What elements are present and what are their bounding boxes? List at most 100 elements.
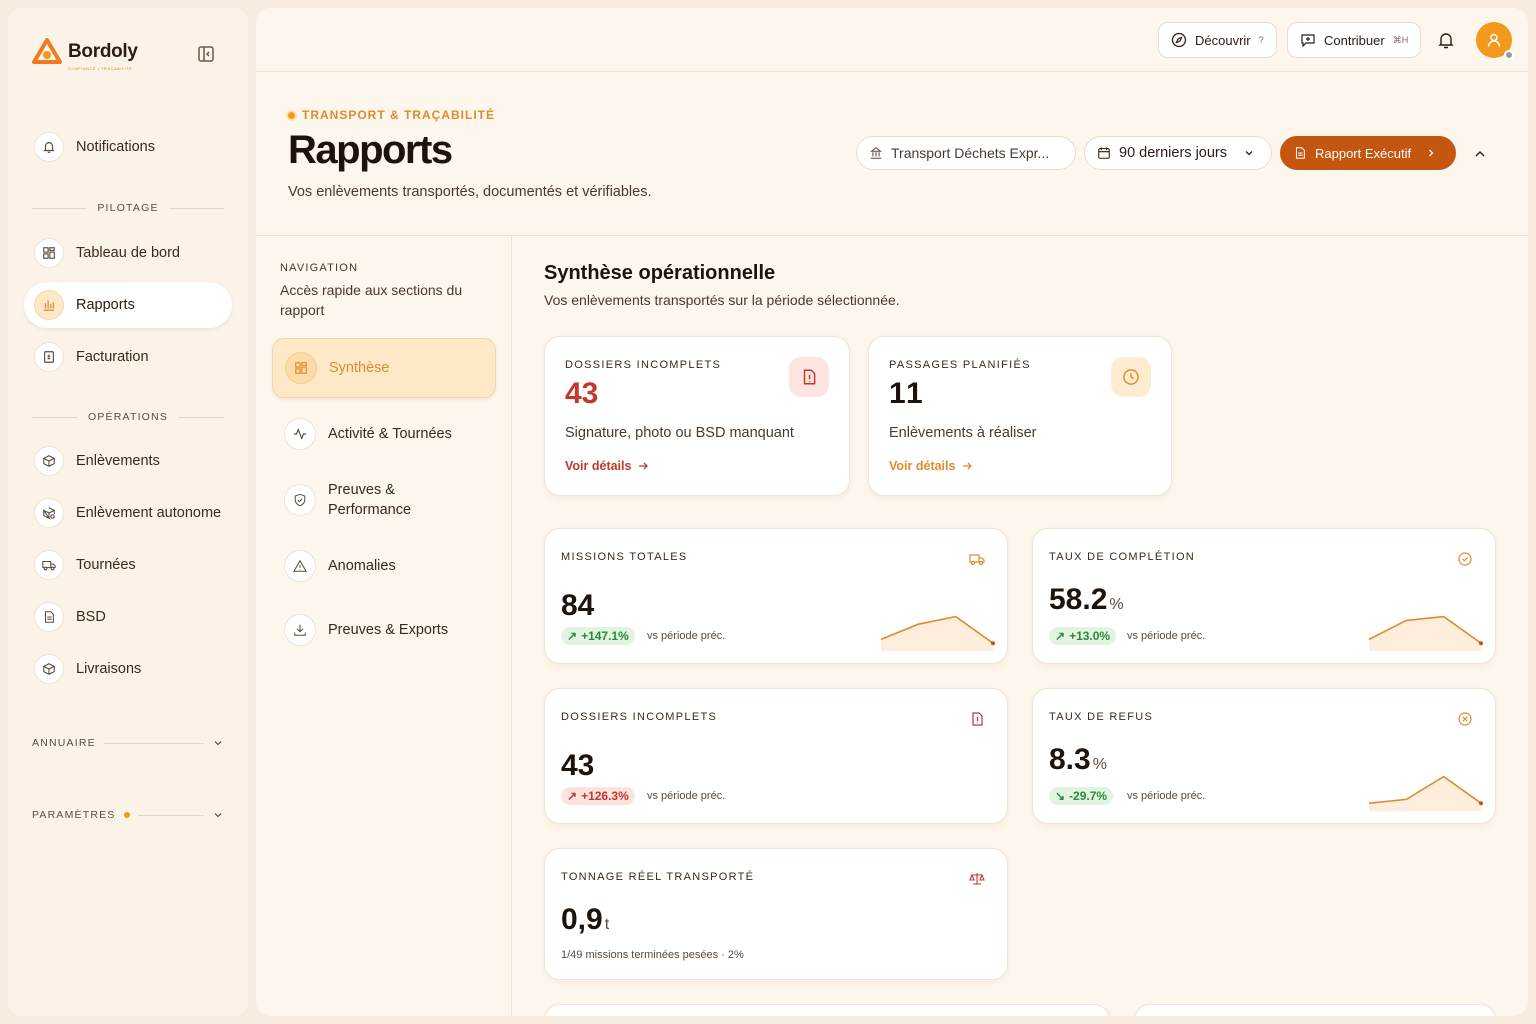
package-icon	[34, 654, 64, 684]
period-selector[interactable]: 90 derniers jours	[1084, 136, 1272, 170]
sidebar-item-dashboard[interactable]: Tableau de bord	[24, 230, 232, 276]
metric-kicker: MISSIONS TOTALES	[561, 551, 688, 563]
comparison-label: vs période préc.	[647, 790, 726, 802]
discover-button[interactable]: Découvrir?	[1158, 22, 1277, 58]
sparkline-area	[1369, 616, 1481, 651]
metric-value: 8.3%	[1049, 743, 1107, 776]
metric-card-completion[interactable]: TAUX DE COMPLÉTION 58.2% ↗ +13.0% vs péri…	[1032, 528, 1496, 664]
sidebar-item-tournees[interactable]: Tournées	[24, 542, 232, 588]
sidebar-item-notifications[interactable]: Notifications	[24, 124, 232, 170]
comparison-label: vs période préc.	[647, 630, 726, 642]
sidebar-item-enlevements[interactable]: Enlèvements	[24, 438, 232, 484]
brand-logo[interactable]: Bordoly	[32, 38, 138, 66]
section-annuaire[interactable]: ANNUAIRE	[32, 736, 224, 750]
scale-icon	[969, 873, 985, 885]
card-description: Enlèvements à réaliser	[889, 425, 1037, 441]
subnav-item-anomalies[interactable]: Anomalies	[272, 542, 496, 590]
metric-card-missions[interactable]: MISSIONS TOTALES 84 ↗ +147.1% vs période …	[544, 528, 1008, 664]
topbar: Découvrir? Contribuer ⌘H	[256, 8, 1528, 72]
subnav-item-preuves-performance[interactable]: Preuves & Performance	[272, 474, 496, 526]
sidebar: Bordoly CONFIANCE • TRAÇABILITÉ Notifica…	[8, 8, 248, 1016]
sidebar-item-bsd[interactable]: BSD	[24, 594, 232, 640]
main-panel: Découvrir? Contribuer ⌘H TRANSPORT & TRAÇ…	[256, 8, 1528, 1016]
notifications-bell-icon[interactable]	[1436, 30, 1456, 50]
calendar-icon	[1098, 147, 1110, 159]
card-value: 43	[565, 377, 599, 410]
metric-value: 84	[561, 589, 595, 622]
trend-badge: ↗ +126.3%	[561, 787, 635, 805]
trend-badge: ↗ +147.1%	[561, 627, 635, 645]
metric-card-tonnage[interactable]: TONNAGE RÉEL TRANSPORTÉ 0,9 t 1/49 missio…	[544, 848, 1008, 980]
logo-icon	[32, 38, 62, 64]
metric-card-incomplete[interactable]: DOSSIERS INCOMPLETS 43 ↗ +126.3% vs pério…	[544, 688, 1008, 824]
subnav-title: NAVIGATION	[280, 262, 359, 274]
alert-card-planned[interactable]: PASSAGES PLANIFIÉS 11 Enlèvements à réal…	[868, 336, 1172, 496]
subnav-item-exports[interactable]: Preuves & Exports	[272, 606, 496, 654]
compass-icon	[1171, 32, 1187, 48]
page-title: Rapports	[288, 128, 453, 172]
section-parametres[interactable]: PARAMÈTRES	[32, 808, 224, 822]
sparkline	[880, 615, 995, 651]
sparkline-point	[1479, 641, 1483, 646]
sparkline-area	[881, 616, 993, 651]
metric-value: 43	[561, 749, 595, 782]
card-value: 11	[889, 377, 925, 410]
sparkline-point	[991, 641, 995, 646]
page-header: TRANSPORT & TRAÇABILITÉ Rapports Vos enl…	[256, 72, 1528, 236]
metric-kicker: TAUX DE COMPLÉTION	[1049, 551, 1196, 563]
invoice-icon	[34, 342, 64, 372]
metric-card-refusal[interactable]: TAUX DE REFUS 8.3% ↘ -29.7% vs période pr…	[1032, 688, 1496, 824]
sidebar-collapse-icon[interactable]	[196, 44, 216, 64]
view-details-link[interactable]: Voir détails	[889, 459, 973, 473]
page-eyebrow: TRANSPORT & TRAÇABILITÉ	[288, 108, 495, 122]
executive-report-button[interactable]: Rapport Exécutif	[1280, 136, 1456, 170]
trend-down-icon: ↘	[1055, 789, 1066, 803]
subnav-item-label: Preuves & Exports	[328, 622, 449, 638]
sparkline	[1368, 775, 1483, 811]
section-operations: OPÉRATIONS	[32, 410, 225, 424]
brand-name: Bordoly	[68, 41, 138, 62]
subnav-item-label: Anomalies	[328, 558, 396, 574]
view-details-link[interactable]: Voir détails	[565, 459, 649, 473]
metric-kicker: TONNAGE RÉEL TRANSPORTÉ	[561, 871, 755, 883]
user-avatar[interactable]	[1476, 22, 1514, 60]
metric-value: 58.2%	[1049, 583, 1124, 616]
sidebar-item-facturation[interactable]: Facturation	[24, 334, 232, 380]
card-kicker: PASSAGES PLANIFIÉS	[889, 359, 1031, 371]
sidebar-item-livraisons[interactable]: Livraisons	[24, 646, 232, 692]
sparkline-line	[1368, 775, 1482, 804]
sidebar-item-label: Enlèvement autonome	[76, 505, 222, 521]
section-pilotage: PILOTAGE	[32, 201, 224, 215]
report-navigation: NAVIGATION Accès rapide aux sections du …	[256, 236, 512, 1016]
bar-chart-icon	[34, 290, 64, 320]
contribute-button[interactable]: Contribuer ⌘H	[1287, 22, 1422, 58]
company-selector[interactable]: Transport Déchets Expr...	[856, 136, 1076, 170]
sidebar-item-enlevement-autonome[interactable]: Enlèvement autonome	[24, 490, 232, 536]
sparkline-area	[1369, 776, 1481, 811]
subnav-item-synthese[interactable]: Synthèse	[272, 338, 496, 398]
subnav-item-label: Preuves & Performance	[328, 482, 412, 518]
page-subtitle: Vos enlèvements transportés, documentés …	[288, 184, 652, 200]
presence-status	[1504, 50, 1514, 60]
shield-check-icon	[284, 484, 316, 516]
arrow-right-icon	[963, 462, 973, 470]
sidebar-item-label: Rapports	[76, 297, 135, 313]
activity-icon	[284, 418, 316, 450]
trend-badge: ↗ +13.0%	[1049, 627, 1117, 645]
trend-badge: ↘ -29.7%	[1049, 787, 1114, 805]
document-icon	[34, 602, 64, 632]
chevron-up-icon[interactable]	[1472, 146, 1488, 162]
chevron-right-icon	[1429, 149, 1434, 157]
alert-card-incomplete[interactable]: DOSSIERS INCOMPLETS 43 Signature, photo …	[544, 336, 850, 496]
sparkline-point	[1479, 801, 1483, 806]
subnav-item-activite[interactable]: Activité & Tournées	[272, 410, 496, 458]
document-icon	[1295, 147, 1305, 159]
sidebar-item-rapports[interactable]: Rapports	[24, 282, 232, 328]
metric-kicker: DOSSIERS INCOMPLETS	[561, 711, 718, 723]
warning-triangle-icon	[284, 550, 316, 582]
package-cog-icon	[34, 498, 64, 528]
arrow-right-icon	[639, 462, 649, 470]
trend-up-icon: ↗	[1055, 629, 1066, 643]
clock-icon	[1111, 357, 1151, 397]
message-plus-icon	[1301, 34, 1315, 48]
